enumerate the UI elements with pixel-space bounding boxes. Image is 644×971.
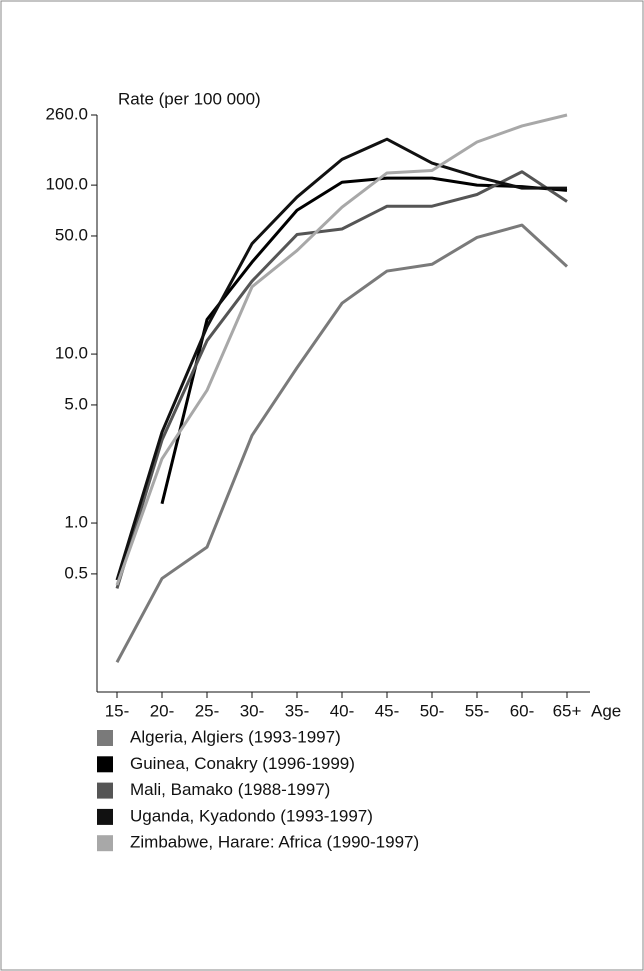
x-tick-label: 35- — [285, 701, 310, 720]
series-line — [115, 137, 567, 581]
series-line — [160, 176, 568, 505]
x-tick-label: 60- — [510, 701, 535, 720]
x-tick-label: 65+ — [553, 701, 582, 720]
legend-swatch — [97, 730, 113, 746]
x-tick-label: 55- — [465, 701, 490, 720]
legend-label: Uganda, Kyadondo (1993-1997) — [130, 806, 373, 825]
x-tick-label: 40- — [330, 701, 355, 720]
legend-label: Algeria, Algiers (1993-1997) — [130, 727, 341, 746]
series-line — [115, 113, 568, 586]
y-tick-label: 1.0 — [64, 513, 88, 532]
legend-swatch — [97, 756, 113, 773]
x-tick-label: 20- — [150, 701, 175, 720]
legend-swatch — [97, 808, 113, 825]
x-tick-label: 15- — [105, 701, 130, 720]
legend-label: Mali, Bamako (1988-1997) — [130, 780, 330, 799]
legend-label: Zimbabwe, Harare: Africa (1990-1997) — [130, 833, 419, 852]
series-line — [115, 223, 569, 663]
y-tick-label: 5.0 — [64, 394, 88, 413]
y-tick-label: 50.0 — [55, 225, 88, 244]
y-axis-label: Rate (per 100 000) — [118, 89, 261, 108]
x-tick-label: 30- — [240, 701, 265, 720]
y-tick-label: 0.5 — [64, 563, 88, 582]
series-line — [115, 170, 568, 589]
x-tick-label: 45- — [375, 701, 400, 720]
y-tick-label: 100.0 — [45, 175, 88, 194]
y-tick-label: 260.0 — [45, 104, 88, 123]
x-tick-label: 50- — [420, 701, 445, 720]
x-tick-label: 25- — [195, 701, 220, 720]
legend-swatch — [97, 782, 113, 799]
y-tick-label: 10.0 — [55, 344, 88, 363]
x-axis-label: Age — [591, 701, 621, 720]
legend-label: Guinea, Conakry (1996-1999) — [130, 754, 355, 773]
legend-swatch — [97, 835, 113, 852]
